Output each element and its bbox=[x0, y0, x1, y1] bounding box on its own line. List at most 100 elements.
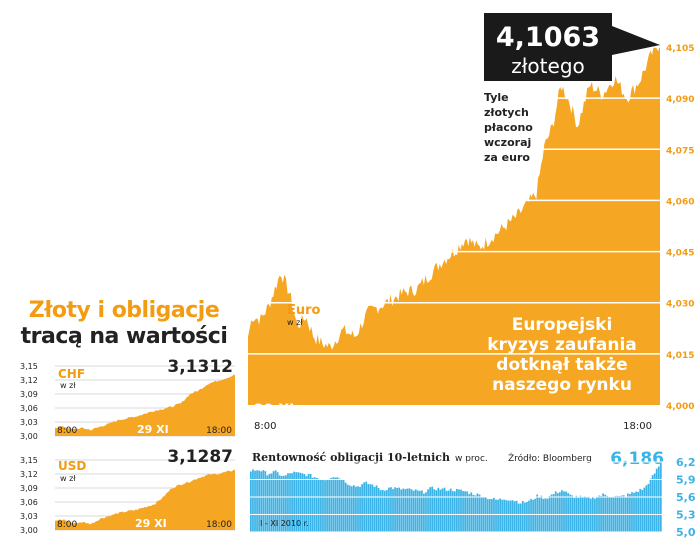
bonds-bar bbox=[322, 479, 324, 532]
bonds-bar bbox=[561, 490, 563, 532]
usd-date-label: 29 XI bbox=[135, 517, 167, 530]
euro-unit-label: w zł bbox=[287, 318, 303, 327]
bonds-bar bbox=[556, 493, 559, 532]
bonds-bar bbox=[280, 476, 283, 532]
bonds-bar bbox=[305, 476, 308, 532]
bonds-bar bbox=[449, 488, 452, 532]
bonds-value: 6,186 bbox=[610, 449, 664, 469]
callout-unit: złotego bbox=[511, 54, 585, 78]
bonds-bar bbox=[614, 495, 617, 532]
chf-y-tick-label: 3,06 bbox=[20, 404, 38, 413]
bonds-bar bbox=[274, 470, 277, 532]
bonds-bar bbox=[657, 466, 660, 532]
bonds-bar bbox=[505, 500, 508, 532]
bonds-bar bbox=[258, 470, 260, 532]
euro-y-tick-label: 4,030 bbox=[666, 300, 694, 310]
bonds-bar bbox=[437, 487, 440, 532]
usd-unit-label: w zł bbox=[60, 474, 76, 483]
chf-y-ticks: 3,15 3,12 3,09 3,06 3,03 3,00 bbox=[20, 362, 38, 441]
bonds-bar bbox=[639, 488, 642, 532]
bonds-bar bbox=[441, 488, 444, 532]
bonds-bar bbox=[594, 498, 596, 532]
bonds-bar bbox=[511, 500, 514, 532]
bonds-bar bbox=[307, 473, 310, 532]
bonds-bar bbox=[369, 484, 372, 532]
bonds-bar bbox=[503, 499, 506, 532]
chf-start-time: 8:00 bbox=[57, 426, 77, 436]
bonds-bar bbox=[544, 498, 547, 532]
bonds-bar bbox=[447, 490, 450, 532]
chf-series-label: CHF bbox=[58, 367, 85, 381]
bonds-bar bbox=[334, 477, 337, 532]
bonds-bar bbox=[272, 471, 275, 532]
bonds-bar bbox=[355, 486, 357, 532]
bonds-bar bbox=[402, 488, 405, 532]
callout-box bbox=[484, 13, 660, 81]
bonds-bar bbox=[488, 499, 491, 532]
bonds-bar bbox=[532, 499, 534, 532]
bonds-bar bbox=[651, 475, 654, 532]
bonds-bar bbox=[517, 503, 520, 532]
bonds-bar bbox=[542, 498, 545, 532]
bonds-bar bbox=[408, 488, 411, 532]
bonds-bar bbox=[353, 485, 355, 532]
bonds-bar bbox=[571, 495, 574, 532]
bonds-bar bbox=[637, 492, 640, 532]
bonds-bar bbox=[410, 489, 413, 532]
chf-value: 3,1312 bbox=[167, 357, 233, 377]
bonds-bar bbox=[379, 490, 382, 532]
euro-y-tick-label: 4,105 bbox=[666, 44, 694, 54]
bonds-bar bbox=[600, 495, 602, 532]
bonds-bar bbox=[388, 487, 390, 532]
bonds-y-tick-label: 5,3 bbox=[676, 509, 696, 522]
usd-start-time: 8:00 bbox=[57, 520, 77, 530]
bonds-bar bbox=[293, 471, 296, 532]
bonds-bar bbox=[530, 498, 532, 532]
bonds-bar bbox=[649, 478, 652, 532]
bonds-bar bbox=[445, 490, 448, 532]
bonds-bar bbox=[486, 499, 489, 532]
bonds-bar bbox=[604, 494, 607, 532]
bonds-bar bbox=[536, 494, 539, 532]
bonds-bar bbox=[563, 491, 565, 532]
euro-y-tick-label: 4,045 bbox=[666, 249, 694, 259]
bonds-bar bbox=[501, 499, 504, 532]
bonds-bar bbox=[317, 478, 320, 532]
bonds-bar bbox=[256, 470, 258, 532]
bonds-y-tick-label: 5,6 bbox=[676, 491, 696, 504]
bonds-bar bbox=[336, 477, 339, 532]
bonds-bar bbox=[320, 479, 322, 532]
bonds-bars bbox=[250, 462, 662, 532]
bonds-bar bbox=[589, 498, 592, 532]
euro-y-ticks: 4,000 4,015 4,030 4,045 4,060 4,075 4,090 4,105 bbox=[666, 44, 694, 412]
chf-date-label: 29 XI bbox=[137, 423, 169, 436]
bonds-bar bbox=[534, 498, 537, 532]
euro-annotation-line: złotych bbox=[484, 106, 529, 119]
bonds-bar bbox=[282, 475, 285, 532]
euro-y-tick-label: 4,090 bbox=[666, 95, 694, 105]
euro-start-time: 8:00 bbox=[254, 421, 276, 432]
bonds-period: I - XI 2010 r. bbox=[260, 519, 309, 528]
bonds-bar bbox=[313, 477, 316, 532]
usd-y-tick-label: 3,12 bbox=[20, 470, 38, 479]
euro-headline-line: naszego rynku bbox=[492, 375, 632, 395]
bonds-bar bbox=[326, 479, 328, 532]
chf-y-tick-label: 3,09 bbox=[20, 390, 38, 399]
bonds-bar bbox=[653, 473, 656, 532]
bonds-bar bbox=[431, 486, 434, 532]
bonds-bar bbox=[540, 495, 543, 532]
bonds-bar bbox=[291, 473, 293, 532]
bonds-bar bbox=[348, 485, 351, 532]
bonds-y-tick-label: 5,9 bbox=[676, 474, 696, 487]
bonds-bar bbox=[439, 489, 442, 532]
bonds-bar bbox=[375, 485, 378, 532]
bonds-bar bbox=[346, 484, 349, 532]
bonds-bar bbox=[359, 486, 361, 532]
bonds-bar bbox=[416, 490, 419, 532]
bonds-bar bbox=[278, 475, 281, 532]
euro-y-tick-label: 4,060 bbox=[666, 197, 694, 207]
bonds-bar bbox=[633, 492, 635, 532]
bonds-bar bbox=[254, 470, 256, 532]
bonds-bar bbox=[565, 491, 567, 532]
bonds-bar bbox=[344, 482, 347, 532]
